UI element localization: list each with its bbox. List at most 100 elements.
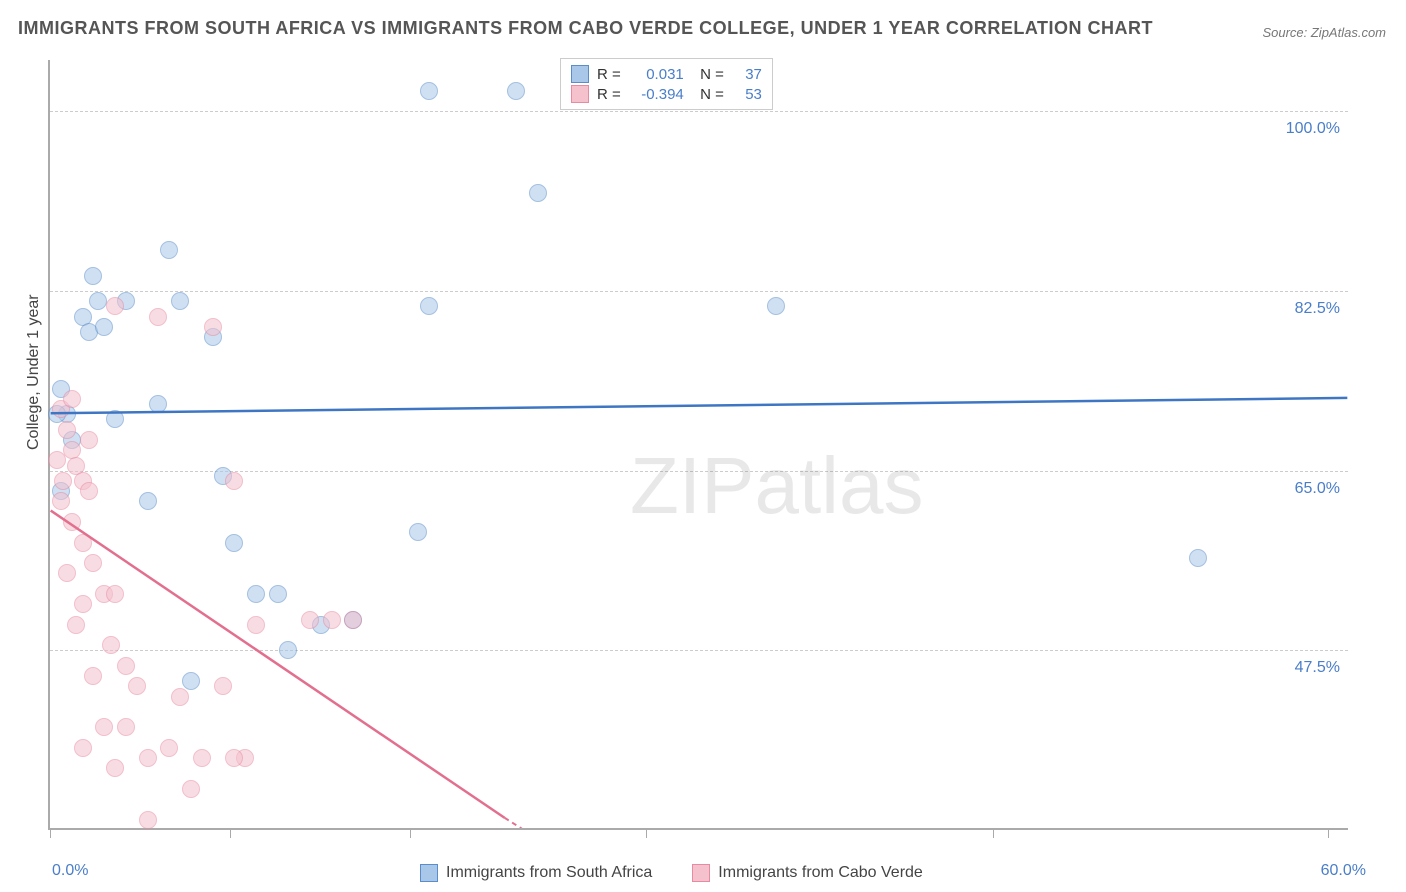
- data-point: [171, 688, 189, 706]
- x-tick: [993, 828, 994, 838]
- legend-r-value: 0.031: [629, 66, 684, 83]
- data-point: [117, 657, 135, 675]
- x-tick: [410, 828, 411, 838]
- data-point: [529, 184, 547, 202]
- watermark-text: ZIPatlas: [630, 440, 923, 532]
- legend-swatch: [571, 85, 589, 103]
- data-point: [80, 482, 98, 500]
- legend-item: Immigrants from Cabo Verde: [692, 864, 923, 882]
- data-point: [63, 513, 81, 531]
- data-point: [767, 297, 785, 315]
- data-point: [58, 564, 76, 582]
- data-point: [74, 739, 92, 757]
- data-point: [182, 780, 200, 798]
- data-point: [225, 472, 243, 490]
- data-point: [48, 451, 66, 469]
- legend-n-value: 37: [732, 66, 762, 83]
- data-point: [128, 677, 146, 695]
- gridline: [50, 291, 1348, 292]
- data-point: [139, 492, 157, 510]
- source-attribution: Source: ZipAtlas.com: [1262, 25, 1386, 40]
- gridline: [50, 471, 1348, 472]
- x-tick: [1328, 828, 1329, 838]
- data-point: [52, 492, 70, 510]
- x-axis-max-label: 60.0%: [1321, 862, 1366, 880]
- legend-swatch: [571, 65, 589, 83]
- legend-n-label: N =: [692, 66, 724, 83]
- legend-label: Immigrants from Cabo Verde: [718, 864, 923, 882]
- data-point: [67, 616, 85, 634]
- y-tick-label: 82.5%: [1295, 300, 1340, 318]
- data-point: [193, 749, 211, 767]
- data-point: [225, 749, 243, 767]
- legend-swatch: [692, 864, 710, 882]
- legend-r-label: R =: [597, 86, 621, 103]
- data-point: [214, 677, 232, 695]
- data-point: [84, 554, 102, 572]
- data-point: [89, 292, 107, 310]
- legend-label: Immigrants from South Africa: [446, 864, 652, 882]
- data-point: [279, 641, 297, 659]
- chart-plot-area: ZIPatlas 47.5% 65.0% 82.5% 100.0%: [48, 60, 1348, 830]
- x-axis-min-label: 0.0%: [52, 862, 88, 880]
- y-tick-label: 65.0%: [1295, 480, 1340, 498]
- y-axis-label: College, Under 1 year: [25, 294, 43, 450]
- data-point: [95, 718, 113, 736]
- trend-lines: [50, 60, 1348, 828]
- data-point: [160, 241, 178, 259]
- data-point: [420, 297, 438, 315]
- correlation-legend: R = 0.031 N = 37 R = -0.394 N = 53: [560, 58, 773, 110]
- data-point: [225, 534, 243, 552]
- data-point: [301, 611, 319, 629]
- data-point: [63, 390, 81, 408]
- data-point: [95, 318, 113, 336]
- data-point: [106, 759, 124, 777]
- legend-row: R = 0.031 N = 37: [571, 65, 762, 83]
- series-legend: Immigrants from South Africa Immigrants …: [420, 864, 923, 882]
- y-tick-label: 100.0%: [1286, 120, 1340, 138]
- data-point: [80, 431, 98, 449]
- legend-item: Immigrants from South Africa: [420, 864, 652, 882]
- gridline: [50, 650, 1348, 651]
- data-point: [106, 297, 124, 315]
- legend-swatch: [420, 864, 438, 882]
- data-point: [409, 523, 427, 541]
- data-point: [344, 611, 362, 629]
- data-point: [139, 811, 157, 829]
- data-point: [102, 636, 120, 654]
- data-point: [149, 308, 167, 326]
- x-tick: [646, 828, 647, 838]
- data-point: [323, 611, 341, 629]
- data-point: [420, 82, 438, 100]
- data-point: [182, 672, 200, 690]
- data-point: [117, 718, 135, 736]
- legend-n-value: 53: [732, 86, 762, 103]
- chart-title: IMMIGRANTS FROM SOUTH AFRICA VS IMMIGRAN…: [18, 18, 1153, 39]
- legend-r-value: -0.394: [629, 86, 684, 103]
- legend-n-label: N =: [692, 86, 724, 103]
- data-point: [160, 739, 178, 757]
- data-point: [171, 292, 189, 310]
- data-point: [74, 534, 92, 552]
- data-point: [84, 267, 102, 285]
- data-point: [149, 395, 167, 413]
- y-tick-label: 47.5%: [1295, 659, 1340, 677]
- data-point: [269, 585, 287, 603]
- data-point: [58, 421, 76, 439]
- data-point: [84, 667, 102, 685]
- legend-r-label: R =: [597, 66, 621, 83]
- data-point: [54, 472, 72, 490]
- data-point: [106, 410, 124, 428]
- data-point: [74, 595, 92, 613]
- legend-row: R = -0.394 N = 53: [571, 85, 762, 103]
- x-tick: [50, 828, 51, 838]
- data-point: [139, 749, 157, 767]
- data-point: [247, 585, 265, 603]
- data-point: [1189, 549, 1207, 567]
- data-point: [106, 585, 124, 603]
- data-point: [204, 318, 222, 336]
- x-tick: [230, 828, 231, 838]
- data-point: [247, 616, 265, 634]
- data-point: [507, 82, 525, 100]
- gridline: [50, 111, 1348, 112]
